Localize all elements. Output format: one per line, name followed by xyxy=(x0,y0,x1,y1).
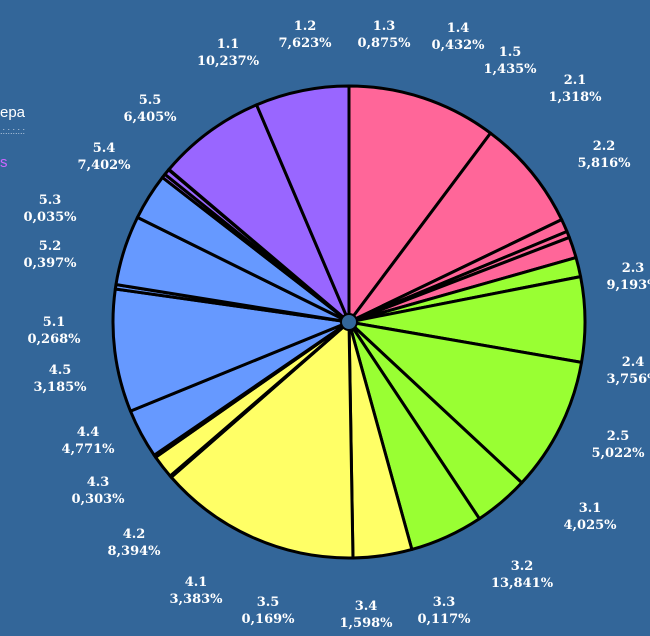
slice-label-value-5-5: 6,405% xyxy=(123,110,177,125)
slice-label-id-1-4: 1.4 xyxy=(447,21,470,36)
slice-label-id-2-2: 2.2 xyxy=(593,139,616,154)
slice-label-id-3-1: 3.1 xyxy=(579,501,602,516)
slice-label-id-2-3: 2.3 xyxy=(622,261,645,276)
pie-slice-1-2 xyxy=(347,131,564,324)
slice-label-id-5-2: 5.2 xyxy=(39,239,62,254)
slice-label-value-1-4: 0,432% xyxy=(431,38,485,53)
slice-label-id-4-4: 4.4 xyxy=(77,425,100,440)
pie-labels: 1.1 10,237% 1.2 7,623% 1.3 0,875% 1.4 0,432% 1.5… xyxy=(23,19,650,631)
slice-label-id-3-5: 3.5 xyxy=(257,595,280,610)
slice-label-value-4-1: 3,383% xyxy=(169,592,223,607)
slice-label-id-2-1: 2.1 xyxy=(564,73,587,88)
slice-label-id-4-1: 4.1 xyxy=(185,575,208,590)
slice-label-value-5-2: 0,397% xyxy=(23,256,77,271)
slice-label-value-2-3: 9,193% xyxy=(606,278,650,293)
slice-label-id-1-2: 1.2 xyxy=(294,19,317,34)
pie-slice-5-4 xyxy=(167,103,351,324)
slice-label-value-5-1: 0,268% xyxy=(27,332,81,347)
slice-label-value-3-1: 4,025% xyxy=(563,518,617,533)
slice-label-id-3-2: 3.2 xyxy=(511,559,534,574)
pie-slice-2-3 xyxy=(347,320,584,485)
slice-label-id-2-4: 2.4 xyxy=(622,355,645,370)
slice-label-id-4-2: 4.2 xyxy=(123,527,146,542)
slice-label-value-1-2: 7,623% xyxy=(278,36,332,51)
slice-label-id-5-4: 5.4 xyxy=(93,141,116,156)
slice-label-value-3-5: 0,169% xyxy=(241,612,295,627)
slice-label-value-3-4: 1,598% xyxy=(339,616,393,631)
slice-label-id-2-5: 2.5 xyxy=(607,429,630,444)
pie-slice-1-1 xyxy=(347,84,493,324)
slice-label-value-2-1: 1,318% xyxy=(548,90,602,105)
pie-slice-3-2 xyxy=(169,320,355,560)
slice-label-value-5-3: 0,035% xyxy=(23,210,77,225)
slice-label-value-2-5: 5,022% xyxy=(591,446,645,461)
slice-label-id-4-3: 4.3 xyxy=(87,475,110,490)
pie-slices xyxy=(111,84,587,560)
left-fragment-dots: .:.:.:.:.: xyxy=(0,126,26,136)
slice-label-value-4-2: 8,394% xyxy=(107,544,161,559)
slice-label-value-2-2: 5,816% xyxy=(577,156,631,171)
slice-label-value-1-5: 1,435% xyxy=(483,62,537,77)
slice-label-value-3-3: 0,117% xyxy=(417,612,471,627)
slice-label-id-5-3: 5.3 xyxy=(39,193,62,208)
slice-label-id-1-3: 1.3 xyxy=(373,19,396,34)
left-fragment-violet-text: s xyxy=(0,154,8,171)
slice-label-value-1-1: 10,237% xyxy=(197,54,260,69)
slice-label-id-5-1: 5.1 xyxy=(43,315,66,330)
pie-slice-4-2 xyxy=(111,287,351,413)
pie-center-hub xyxy=(340,313,358,331)
slice-label-value-4-5: 3,185% xyxy=(33,380,87,395)
slice-label-id-1-1: 1.1 xyxy=(217,37,240,52)
slice-label-value-4-3: 0,303% xyxy=(71,492,125,507)
slice-label-id-1-5: 1.5 xyxy=(499,45,522,60)
slice-label-id-4-5: 4.5 xyxy=(49,363,72,378)
slice-label-id-3-3: 3.3 xyxy=(433,595,456,610)
left-fragment-text: epa xyxy=(0,104,26,121)
slice-label-id-3-4: 3.4 xyxy=(355,599,378,614)
pie-slice-5-5 xyxy=(255,84,351,324)
slice-label-id-5-5: 5.5 xyxy=(139,93,162,108)
slice-label-value-3-2: 13,841% xyxy=(491,576,554,591)
slice-label-value-1-3: 0,875% xyxy=(357,36,411,51)
slice-label-value-2-4: 3,756% xyxy=(606,372,650,387)
slice-label-value-5-4: 7,402% xyxy=(77,158,131,173)
slice-label-value-4-4: 4,771% xyxy=(61,442,115,457)
